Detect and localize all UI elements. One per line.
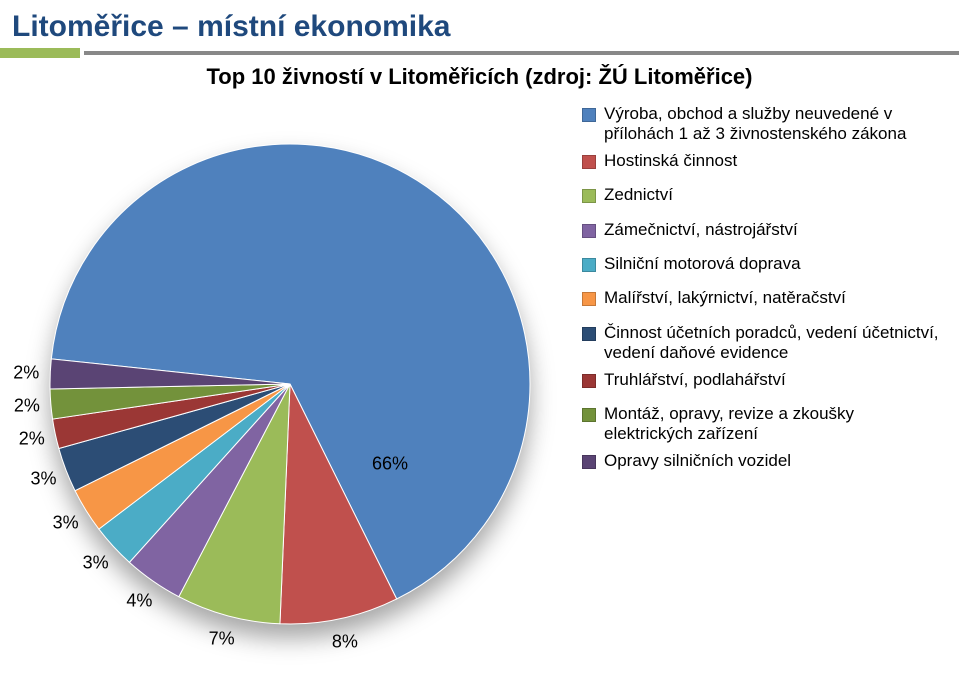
- legend-label: Opravy silničních vozidel: [604, 451, 791, 471]
- legend-item: Truhlářství, podlahářství: [582, 370, 942, 390]
- legend-label: Montáž, opravy, revize a zkoušky elektri…: [604, 404, 942, 445]
- legend-label: Hostinská činnost: [604, 151, 737, 171]
- legend-item: Opravy silničních vozidel: [582, 451, 942, 471]
- accent-divider: [0, 48, 959, 58]
- page-title: Litoměřice – místní ekonomika: [12, 10, 959, 44]
- pie-pct-label: 2%: [14, 396, 40, 417]
- legend-item: Zednictví: [582, 185, 942, 205]
- legend-item: Silniční motorová doprava: [582, 254, 942, 274]
- legend-swatch: [582, 189, 596, 203]
- legend-item: Zámečnictví, nástrojářství: [582, 220, 942, 240]
- legend-swatch: [582, 292, 596, 306]
- pie-pct-label: 7%: [209, 629, 235, 650]
- chart-area: 66%8%7%4%3%3%3%2%2%2% Výroba, obchod a s…: [0, 104, 959, 664]
- legend-swatch: [582, 258, 596, 272]
- legend-label: Činnost účetních poradců, vedení účetnic…: [604, 323, 942, 364]
- legend-label: Zámečnictví, nástrojářství: [604, 220, 798, 240]
- chart-subtitle: Top 10 živností v Litoměřicích (zdroj: Ž…: [0, 64, 959, 90]
- pie-pct-label: 3%: [53, 513, 79, 534]
- legend-label: Zednictví: [604, 185, 673, 205]
- legend-item: Hostinská činnost: [582, 151, 942, 171]
- pie-pct-label: 3%: [31, 468, 57, 489]
- legend-item: Malířství, lakýrnictví, natěračství: [582, 288, 942, 308]
- legend-label: Truhlářství, podlahářství: [604, 370, 786, 390]
- pie-pct-label: 66%: [372, 454, 408, 475]
- pie-pct-label: 2%: [13, 362, 39, 383]
- legend-swatch: [582, 327, 596, 341]
- legend-item: Činnost účetních poradců, vedení účetnic…: [582, 323, 942, 364]
- pie-pct-label: 2%: [19, 428, 45, 449]
- legend-swatch: [582, 108, 596, 122]
- legend: Výroba, obchod a služby neuvedené v příl…: [582, 104, 942, 485]
- pie-pct-label: 8%: [332, 632, 358, 653]
- legend-label: Výroba, obchod a služby neuvedené v příl…: [604, 104, 942, 145]
- legend-item: Výroba, obchod a služby neuvedené v příl…: [582, 104, 942, 145]
- legend-item: Montáž, opravy, revize a zkoušky elektri…: [582, 404, 942, 445]
- legend-swatch: [582, 155, 596, 169]
- legend-swatch: [582, 408, 596, 422]
- pie-pct-label: 4%: [126, 590, 152, 611]
- legend-label: Silniční motorová doprava: [604, 254, 801, 274]
- legend-swatch: [582, 224, 596, 238]
- pie-pct-label: 3%: [83, 552, 109, 573]
- legend-swatch: [582, 455, 596, 469]
- legend-label: Malířství, lakýrnictví, natěračství: [604, 288, 846, 308]
- legend-swatch: [582, 374, 596, 388]
- pie-chart: 66%8%7%4%3%3%3%2%2%2%: [10, 104, 570, 664]
